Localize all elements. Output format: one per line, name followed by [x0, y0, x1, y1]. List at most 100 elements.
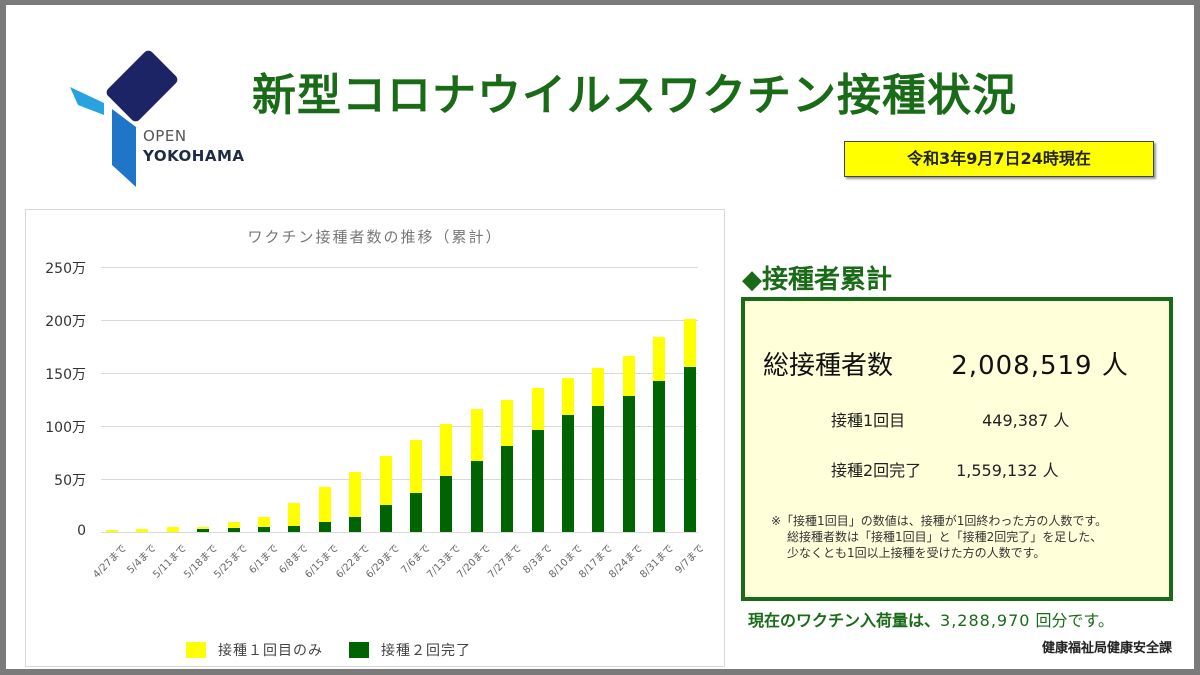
x-axis-tick-label: 6/1まで — [247, 542, 281, 577]
first-dose-row: 接種1回目 449,387 人 — [831, 407, 1069, 431]
bar-segment-second-dose — [470, 460, 483, 532]
total-value: 2,008,519 人 — [951, 351, 1129, 381]
legend-item-second-dose: 接種２回完了 — [349, 640, 471, 660]
bar-7/13まで — [440, 423, 453, 532]
footnote: ※「接種1回目」の数値は、接種が1回終わった方の人数です。 総接種者数は「接種1… — [771, 513, 1107, 561]
bar-segment-first-dose — [531, 387, 544, 430]
gridline — [101, 479, 698, 480]
gridline — [101, 426, 698, 427]
second-dose-label: 接種2回完了 — [831, 461, 922, 480]
bar-segment-second-dose — [197, 529, 210, 532]
gridline — [101, 373, 698, 374]
gridline — [101, 267, 698, 268]
bar-5/18まで — [197, 526, 210, 532]
bar-segment-first-dose — [622, 356, 635, 396]
bar-segment-first-dose — [653, 336, 666, 382]
logo-text-open: OPEN — [143, 127, 187, 145]
bar-segment-first-dose — [227, 522, 240, 529]
page-title: 新型コロナウイルスワクチン接種状況 — [252, 70, 1017, 121]
legend-swatch-yellow — [186, 642, 206, 658]
y-axis-tick-label: 100万 — [45, 420, 86, 436]
summary-box: 総接種者数 2,008,519 人 接種1回目 449,387 人 接種2回完了… — [741, 297, 1173, 601]
bar-segment-first-dose — [136, 528, 149, 532]
bar-segment-second-dose — [410, 493, 422, 532]
bar-6/8まで — [288, 503, 301, 532]
y-axis-tick-label: 200万 — [45, 314, 86, 330]
bar-segment-first-dose — [318, 487, 331, 523]
bar-segment-first-dose — [683, 319, 696, 367]
bar-segment-second-dose — [349, 516, 362, 532]
stock-suffix: 回分です。 — [1030, 611, 1114, 630]
bar-5/11まで — [166, 527, 179, 532]
bar-segment-second-dose — [531, 429, 544, 532]
stock-prefix: 現在のワクチン入荷量は、 — [748, 611, 941, 630]
bar-8/31まで — [653, 336, 666, 532]
bar-8/24まで — [622, 356, 635, 532]
bar-5/25まで — [227, 522, 240, 532]
bar-segment-first-dose — [470, 409, 483, 461]
bar-segment-first-dose — [197, 526, 210, 530]
x-axis-tick-label: 4/27まで — [90, 542, 129, 581]
stock-value: 3,288,970 — [940, 611, 1031, 630]
bar-8/17まで — [592, 367, 605, 532]
bar-8/10まで — [562, 378, 574, 532]
footnote-line: 総接種者数は「接種1回目」と「接種2回完了」を足した、 — [787, 530, 1103, 544]
legend-item-first-dose: 接種１回目のみ — [186, 640, 323, 660]
bar-segment-second-dose — [622, 395, 635, 532]
bar-6/1まで — [258, 516, 270, 532]
vaccination-trend-chart: ワクチン接種者数の推移（累計） 0 50万 100万 150万 200万 250万 4/27… — [25, 209, 725, 667]
bar-4/27まで — [106, 530, 118, 532]
bar-segment-first-dose — [501, 399, 514, 447]
first-dose-value: 449,387 人 — [982, 411, 1070, 430]
total-vaccinated-row: 総接種者数 2,008,519 人 — [763, 345, 1129, 382]
bar-segment-first-dose — [288, 503, 301, 527]
y-axis-tick-label: 0 — [77, 523, 86, 539]
x-axis-tick-label: 9/7まで — [672, 542, 707, 577]
bar-segment-second-dose — [653, 381, 666, 532]
second-dose-row: 接種2回完了 1,559,132 人 — [831, 457, 1059, 481]
gridline — [101, 320, 698, 321]
bar-6/29まで — [379, 455, 392, 532]
bar-8/3まで — [531, 387, 544, 532]
yokohama-y-icon — [70, 50, 178, 187]
bar-6/15まで — [318, 487, 331, 532]
bar-segment-second-dose — [258, 527, 270, 532]
bar-segment-second-dose — [683, 366, 696, 532]
chart-legend: 接種１回目のみ 接種２回完了 — [186, 640, 497, 660]
bar-7/20まで — [470, 409, 483, 532]
bar-segment-second-dose — [318, 522, 331, 532]
bar-segment-first-dose — [562, 378, 574, 416]
footnote-line: 少なくとも1回以上接種を受けた方の人数です。 — [787, 546, 1046, 560]
y-axis-tick-label: 150万 — [45, 367, 86, 383]
vaccine-stock-line: 現在のワクチン入荷量は、3,288,970 回分です。 — [748, 607, 1114, 631]
footnote-line: ※「接種1回目」の数値は、接種が1回終わった方の人数です。 — [771, 514, 1108, 528]
bar-segment-second-dose — [379, 504, 392, 532]
second-dose-value: 1,559,132 人 — [956, 461, 1059, 480]
bar-segment-second-dose — [227, 528, 240, 532]
bar-segment-first-dose — [258, 516, 270, 528]
bar-segment-second-dose — [440, 476, 453, 532]
bar-segment-first-dose — [440, 423, 453, 477]
slide: OPEN YOKOHAMA 新型コロナウイルスワクチン接種状況 令和3年9月7日… — [6, 5, 1194, 669]
logo-text-yokohama: YOKOHAMA — [143, 147, 245, 165]
bar-segment-first-dose — [379, 455, 392, 505]
department-name: 健康福祉局健康安全課 — [1041, 641, 1172, 656]
bar-9/7まで — [683, 319, 696, 532]
first-dose-label: 接種1回目 — [831, 411, 906, 430]
open-yokohama-logo: OPEN YOKOHAMA — [64, 47, 244, 187]
bar-segment-first-dose — [410, 439, 422, 494]
bar-6/22まで — [349, 471, 362, 532]
legend-swatch-green — [349, 642, 369, 658]
legend-label: 接種２回完了 — [381, 643, 471, 659]
gridline — [101, 532, 698, 533]
bar-segment-first-dose — [349, 471, 362, 517]
bar-7/27まで — [501, 399, 514, 533]
bar-segment-first-dose — [106, 530, 118, 532]
as-of-date-badge: 令和3年9月7日24時現在 — [844, 141, 1154, 177]
bar-segment-second-dose — [288, 526, 301, 532]
bar-segment-second-dose — [562, 415, 574, 532]
chart-title: ワクチン接種者数の推移（累計） — [247, 228, 503, 246]
bar-segment-second-dose — [592, 405, 605, 532]
bar-7/6まで — [410, 439, 422, 532]
section-heading-cumulative: ◆接種者累計 — [742, 265, 892, 295]
